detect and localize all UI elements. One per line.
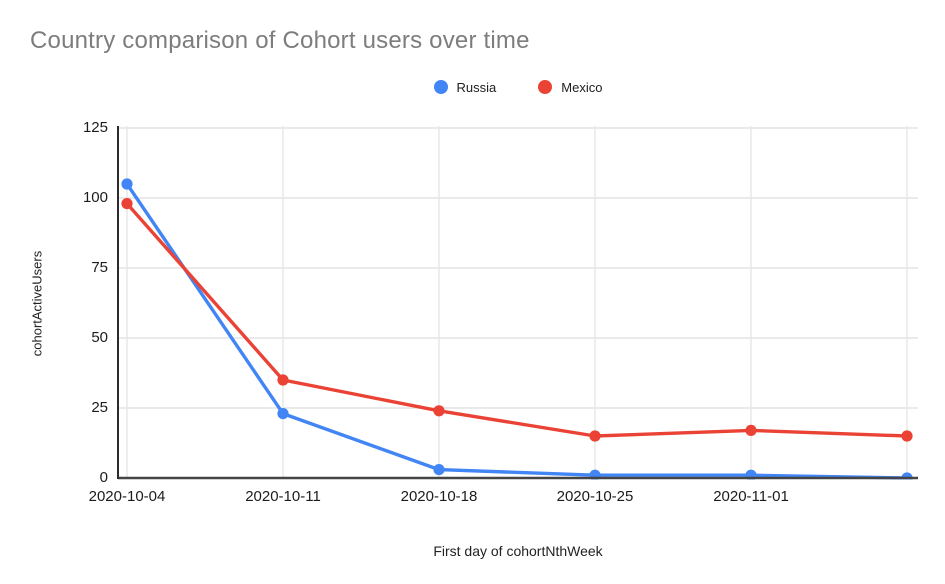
- legend-label-mexico: Mexico: [561, 79, 603, 95]
- y-tick-label: 75: [91, 259, 108, 276]
- x-tick-label: 2020-10-25: [556, 488, 634, 505]
- data-point-russia: [121, 178, 133, 190]
- data-point-russia: [277, 408, 289, 420]
- legend-dot-russia-icon: [433, 80, 448, 94]
- data-point-mexico: [589, 430, 601, 442]
- y-tick-label: 0: [99, 469, 108, 486]
- y-tick-label: 100: [82, 189, 108, 206]
- data-point-mexico: [121, 198, 133, 210]
- series-line-russia: [125, 182, 909, 480]
- y-tick-label: 50: [91, 329, 108, 346]
- x-tick-label: 2020-10-11: [245, 488, 321, 505]
- legend: Russia Mexico: [118, 76, 918, 98]
- series-line-mexico: [125, 201, 909, 438]
- data-point-mexico: [745, 424, 757, 436]
- data-point-mexico: [901, 430, 913, 442]
- legend-label-russia: Russia: [456, 79, 497, 95]
- x-tick-label: 2020-10-04: [88, 488, 166, 505]
- x-axis-title: First day of cohortNthWeek: [433, 543, 603, 559]
- x-tick-label: 2020-11-01: [713, 488, 789, 505]
- chart-title: Country comparison of Cohort users over …: [30, 27, 530, 54]
- x-tick-label: 2020-10-18: [400, 488, 478, 505]
- y-tick-label: 25: [91, 399, 108, 416]
- data-point-mexico: [277, 374, 289, 386]
- legend-dot-mexico-icon: [538, 80, 553, 94]
- data-point-mexico: [433, 405, 445, 417]
- data-point-russia: [433, 464, 445, 476]
- legend-item-mexico: Mexico: [538, 80, 602, 95]
- y-tick-label: 125: [82, 119, 108, 136]
- legend-item-russia: Russia: [433, 79, 497, 95]
